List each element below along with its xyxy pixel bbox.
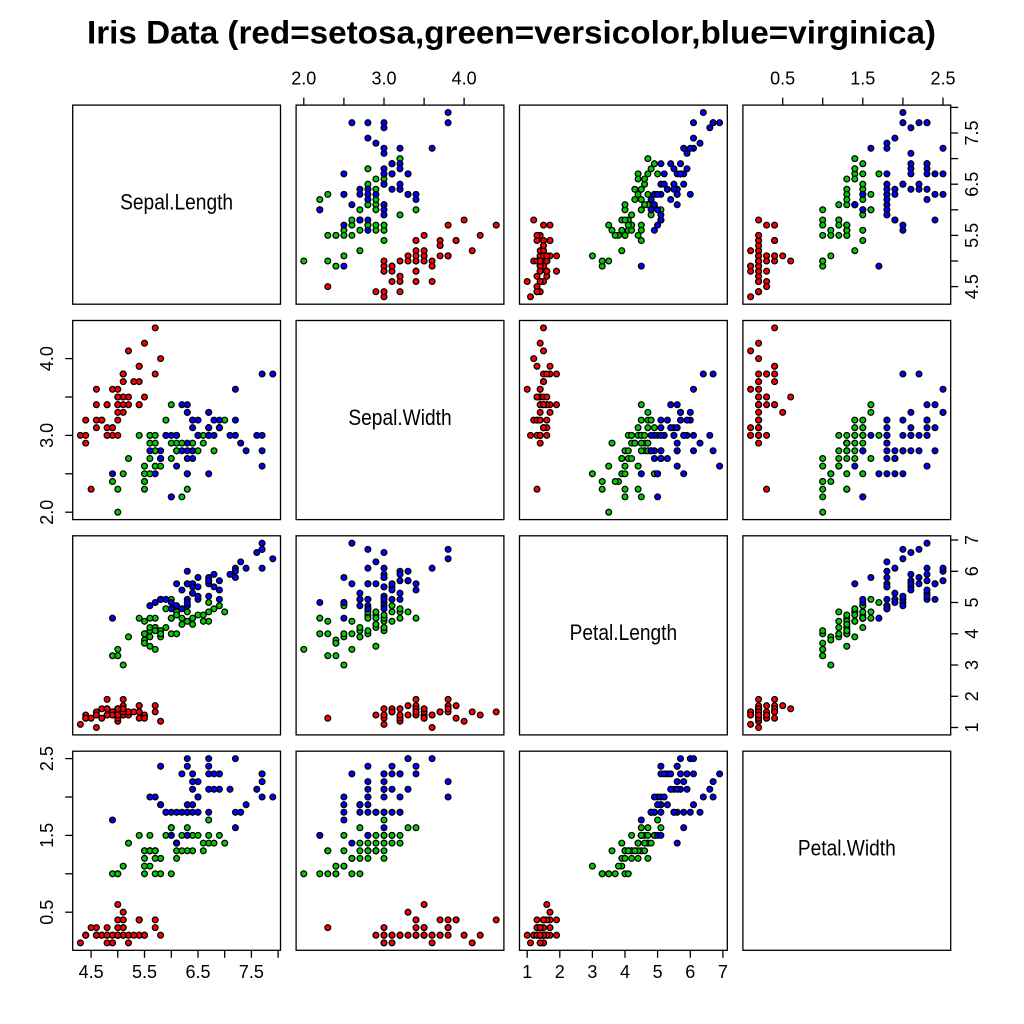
svg-text:5: 5 (653, 962, 663, 982)
svg-text:4: 4 (962, 629, 982, 639)
svg-text:Petal.Length: Petal.Length (570, 620, 678, 645)
svg-text:Sepal.Length: Sepal.Length (120, 189, 233, 214)
svg-text:5.5: 5.5 (962, 223, 982, 248)
svg-text:2.0: 2.0 (291, 69, 316, 89)
svg-text:Petal.Width: Petal.Width (798, 836, 896, 861)
svg-text:1.5: 1.5 (37, 823, 57, 848)
svg-text:2: 2 (555, 962, 565, 982)
svg-text:5.5: 5.5 (132, 962, 157, 982)
svg-text:6: 6 (962, 566, 982, 576)
svg-text:2.0: 2.0 (37, 500, 57, 525)
svg-text:Sepal.Width: Sepal.Width (348, 405, 451, 430)
svg-text:6.5: 6.5 (962, 172, 982, 197)
svg-text:4: 4 (620, 962, 630, 982)
svg-text:3.0: 3.0 (37, 423, 57, 448)
svg-text:4.0: 4.0 (37, 346, 57, 371)
svg-text:7: 7 (962, 535, 982, 545)
svg-text:7: 7 (718, 962, 728, 982)
svg-text:6.5: 6.5 (185, 962, 210, 982)
svg-text:6: 6 (685, 962, 695, 982)
svg-text:7.5: 7.5 (962, 120, 982, 145)
svg-text:4.5: 4.5 (79, 962, 104, 982)
svg-text:3: 3 (587, 962, 597, 982)
svg-text:7.5: 7.5 (239, 962, 264, 982)
svg-text:2: 2 (962, 691, 982, 701)
svg-text:2.5: 2.5 (930, 69, 955, 89)
svg-text:0.5: 0.5 (770, 69, 795, 89)
svg-text:5: 5 (962, 597, 982, 607)
svg-text:3: 3 (962, 660, 982, 670)
svg-text:2.5: 2.5 (37, 746, 57, 771)
svg-text:1: 1 (962, 722, 982, 732)
svg-text:Iris Data (red=setosa,green=ve: Iris Data (red=setosa,green=versicolor,b… (87, 15, 936, 51)
svg-text:3.0: 3.0 (371, 69, 396, 89)
svg-text:1.5: 1.5 (850, 69, 875, 89)
svg-text:4.0: 4.0 (452, 69, 477, 89)
svg-text:0.5: 0.5 (37, 900, 57, 925)
svg-text:4.5: 4.5 (962, 274, 982, 299)
svg-text:1: 1 (522, 962, 532, 982)
